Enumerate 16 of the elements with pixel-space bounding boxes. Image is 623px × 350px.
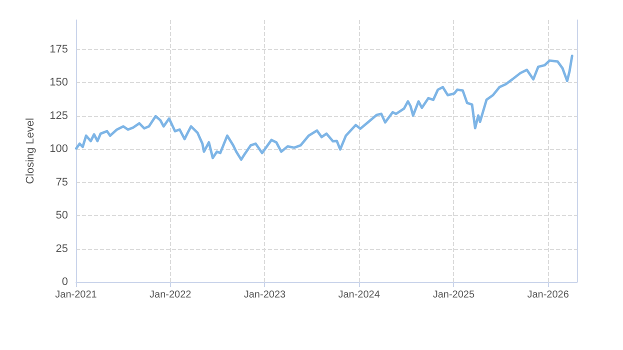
x-tick-label: Jan-2026	[527, 290, 570, 300]
x-tick-label: Jan-2023	[244, 290, 286, 300]
y-tick-label: 50	[56, 210, 68, 222]
y-tick-label: 125	[50, 110, 68, 122]
x-tick-label: Jan-2025	[432, 290, 475, 300]
y-tick-label: 100	[50, 143, 68, 156]
x-tick-label: Jan-2022	[150, 290, 192, 300]
y-tick-label: 75	[56, 176, 68, 188]
line-series	[75, 54, 574, 161]
x-tick-label: Jan-2021	[55, 290, 98, 300]
y-axis-title: Closing Level	[24, 118, 36, 184]
x-tick-label: Jan-2024	[338, 290, 380, 300]
y-tick-label: 25	[56, 242, 68, 255]
y-tick-label: 175	[50, 43, 68, 56]
y-tick-label: 150	[50, 76, 68, 89]
y-tick-label: 0	[62, 276, 68, 288]
